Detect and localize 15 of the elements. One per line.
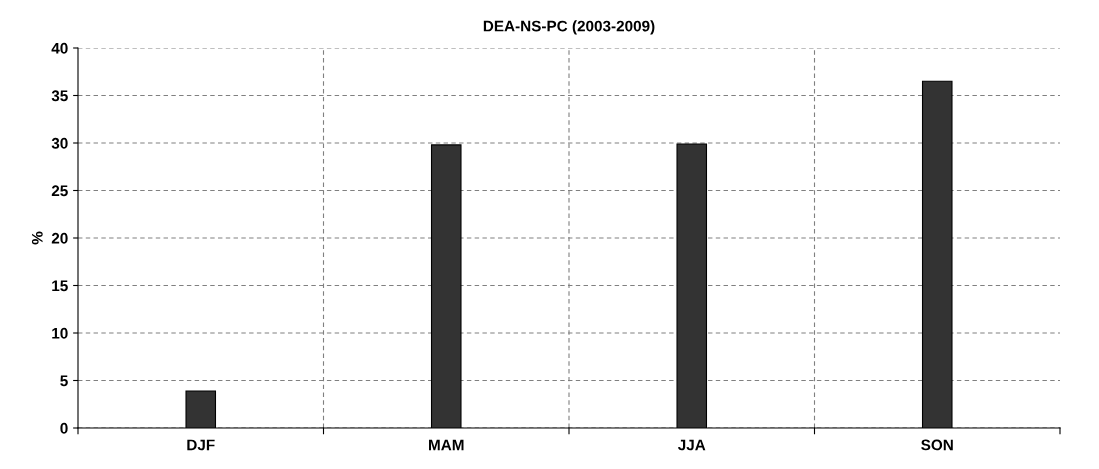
y-tick-label: 5 bbox=[60, 375, 68, 387]
y-tick-label: 25 bbox=[51, 185, 68, 197]
x-tick-label: DJF bbox=[187, 439, 215, 451]
y-tick-label: 40 bbox=[51, 42, 68, 54]
y-tick-label: 30 bbox=[51, 137, 68, 149]
y-tick-label: 10 bbox=[52, 327, 68, 339]
y-tick-label: 35 bbox=[51, 90, 68, 102]
x-tick-label: MAM bbox=[429, 439, 464, 451]
y-tick-label: 20 bbox=[51, 232, 68, 244]
y-tick-label: 0 bbox=[60, 422, 68, 434]
x-tick-label: JJA bbox=[677, 439, 706, 451]
y-tick-label: 15 bbox=[52, 280, 68, 292]
chart-title: DEA-NS-PC (2003-2009) bbox=[483, 20, 655, 35]
x-tick-label: SON bbox=[921, 439, 953, 451]
y-axis-title: % bbox=[31, 231, 43, 245]
